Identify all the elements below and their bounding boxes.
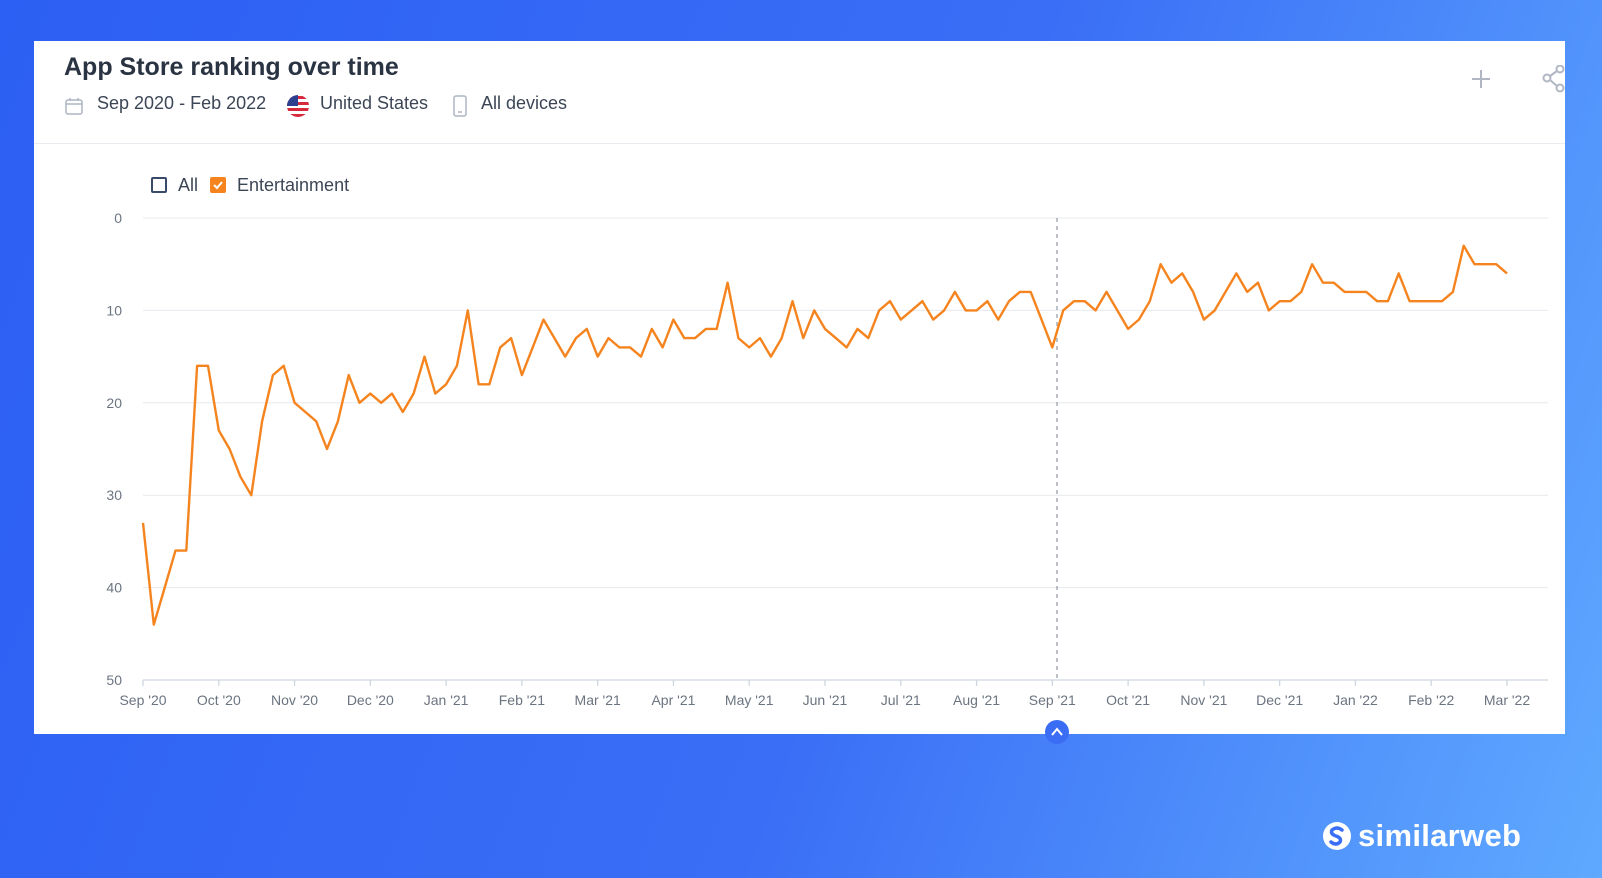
x-tick-label: Jan '22	[1333, 692, 1378, 708]
devices: All devices	[481, 93, 568, 113]
x-tick-label: Sep '20	[119, 692, 166, 708]
date-range: Sep 2020 - Feb 2022	[97, 93, 267, 113]
x-tick-label: Oct '20	[197, 692, 241, 708]
x-tick-label: Jan '21	[424, 692, 469, 708]
y-tick-label: 10	[106, 302, 122, 318]
x-tick-label: Sep '21	[1029, 692, 1076, 708]
y-tick-label: 50	[106, 672, 122, 688]
expand-icon	[1051, 727, 1063, 736]
country: United States	[320, 93, 429, 113]
expand-button[interactable]	[1045, 720, 1069, 744]
y-tick-label: 30	[106, 487, 122, 503]
legend-check	[213, 181, 223, 190]
x-tick-label: Aug '21	[953, 692, 1000, 708]
flag-icon	[287, 95, 309, 117]
device-icon	[453, 95, 467, 117]
x-tick-label: Oct '21	[1106, 692, 1150, 708]
x-tick-label: Jun '21	[803, 692, 848, 708]
brand-logo	[1323, 822, 1351, 850]
x-tick-label: Apr '21	[651, 692, 695, 708]
x-tick-label: Feb '22	[1408, 692, 1454, 708]
divider	[34, 143, 1565, 144]
add-button[interactable]	[1470, 68, 1492, 90]
y-tick-label: 20	[106, 395, 122, 411]
x-tick-label: Feb '21	[499, 692, 545, 708]
line	[141, 244, 1508, 626]
x-tick-label: Nov '20	[271, 692, 318, 708]
x-tick-label: Nov '21	[1180, 692, 1227, 708]
calendar-icon	[65, 98, 83, 115]
legend-label: All	[178, 175, 198, 195]
legend-checkbox	[151, 177, 167, 193]
legend-label: Entertainment	[237, 175, 349, 195]
y-tick-label: 0	[114, 210, 122, 226]
x-tick-label: Dec '21	[1256, 692, 1303, 708]
share-button[interactable]	[1542, 65, 1565, 93]
brand: similarweb	[1358, 818, 1522, 853]
x-tick-label: Dec '20	[347, 692, 394, 708]
x-tick-label: Jul '21	[881, 692, 921, 708]
x-tick-label: May '21	[725, 692, 774, 708]
legend-checkbox	[210, 177, 227, 193]
x-tick-label: Mar '22	[1484, 692, 1530, 708]
y-tick-label: 40	[106, 580, 122, 596]
x-tick-label: Mar '21	[575, 692, 621, 708]
chart-title: App Store ranking over time	[64, 53, 399, 81]
